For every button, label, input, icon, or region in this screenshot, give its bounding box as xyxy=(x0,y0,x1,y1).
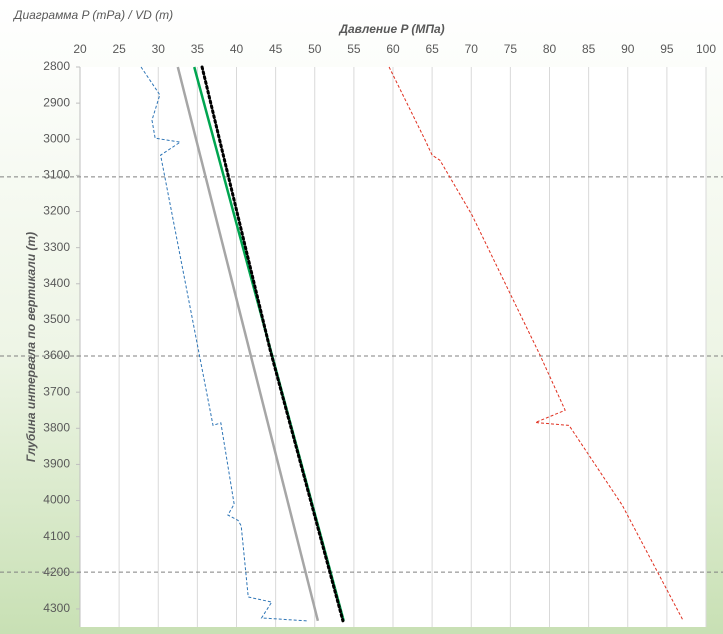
x-tick-label: 25 xyxy=(112,42,126,56)
x-tick-label: 60 xyxy=(386,42,400,56)
y-tick-label: 3500 xyxy=(43,312,70,326)
x-tick-label: 95 xyxy=(660,42,674,56)
x-tick-label: 100 xyxy=(696,42,716,56)
chart-title: Диаграмма P (mPa) / VD (m) xyxy=(12,8,173,22)
y-tick-label: 3000 xyxy=(43,131,70,145)
y-tick-label: 4100 xyxy=(43,529,70,543)
x-axis-title: Давление P (МПа) xyxy=(338,22,444,36)
x-tick-label: 40 xyxy=(230,42,244,56)
x-tick-label: 50 xyxy=(308,42,322,56)
x-tick-label: 30 xyxy=(152,42,166,56)
series-line xyxy=(200,65,345,623)
y-tick-label: 3600 xyxy=(43,348,70,362)
x-tick-label: 55 xyxy=(347,42,361,56)
x-tick-label: 85 xyxy=(582,42,596,56)
y-tick-label: 3800 xyxy=(43,420,70,434)
x-tick-label: 65 xyxy=(425,42,439,56)
y-tick-label: 3100 xyxy=(43,168,70,182)
y-tick-label: 3700 xyxy=(43,384,70,398)
y-axis-title: Глубина интервала по вертикали (m) xyxy=(24,232,38,462)
y-tick-label: 3900 xyxy=(43,457,70,471)
series-line xyxy=(176,66,320,622)
y-tick-label: 4000 xyxy=(43,493,70,507)
x-tick-label: 35 xyxy=(191,42,205,56)
y-tick-label: 2800 xyxy=(43,59,70,73)
x-tick-label: 45 xyxy=(269,42,283,56)
x-tick-label: 70 xyxy=(465,42,479,56)
x-tick-label: 75 xyxy=(504,42,518,56)
x-tick-label: 20 xyxy=(73,42,87,56)
y-tick-label: 4300 xyxy=(43,601,70,615)
y-tick-label: 3400 xyxy=(43,276,70,290)
x-tick-label: 90 xyxy=(621,42,635,56)
x-tick-label: 80 xyxy=(543,42,557,56)
y-tick-label: 3300 xyxy=(43,240,70,254)
series-line xyxy=(388,66,684,622)
y-tick-label: 3200 xyxy=(43,204,70,218)
y-tick-label: 2900 xyxy=(43,95,70,109)
series-line xyxy=(140,66,307,622)
